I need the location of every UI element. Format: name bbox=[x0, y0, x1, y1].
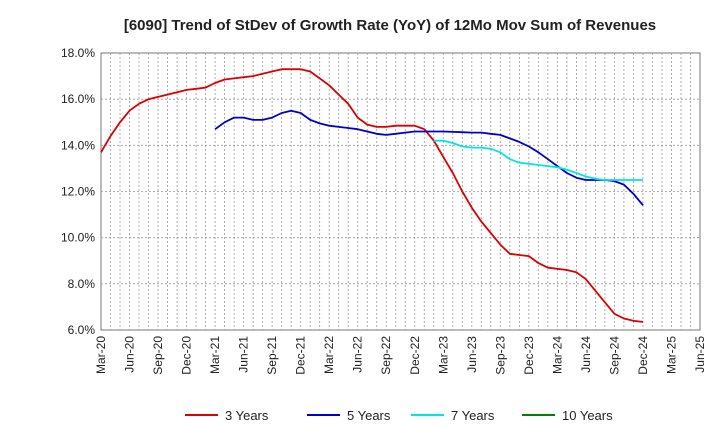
legend: 3 Years 5 Years 7 Years 10 Years bbox=[185, 408, 613, 423]
y-axis-ticks: 6.0% 8.0% 10.0% 12.0% 14.0% 16.0% 18.0% bbox=[61, 46, 95, 337]
legend-label: 5 Years bbox=[347, 408, 391, 423]
x-tick-label: Jun-24 bbox=[579, 336, 593, 373]
y-tick-label: 6.0% bbox=[68, 323, 96, 337]
x-tick-label: Mar-25 bbox=[664, 336, 678, 374]
plot-area bbox=[100, 52, 701, 331]
y-tick-label: 16.0% bbox=[61, 92, 95, 106]
x-tick-label: Dec-22 bbox=[408, 336, 422, 375]
x-tick-label: Mar-20 bbox=[94, 336, 108, 374]
x-tick-label: Mar-24 bbox=[550, 336, 564, 374]
x-tick-label: Jun-20 bbox=[123, 336, 137, 373]
x-tick-label: Dec-20 bbox=[180, 336, 194, 375]
legend-label: 10 Years bbox=[562, 408, 613, 423]
x-tick-label: Mar-21 bbox=[208, 336, 222, 374]
x-tick-label: Sep-21 bbox=[265, 336, 279, 375]
x-tick-label: Sep-24 bbox=[607, 336, 621, 375]
series-line-5-years bbox=[214, 109, 644, 206]
x-tick-label: Dec-23 bbox=[522, 336, 536, 375]
legend-label: 7 Years bbox=[451, 408, 495, 423]
chart-title: [6090] Trend of StDev of Growth Rate (Yo… bbox=[124, 17, 656, 34]
x-tick-label: Mar-22 bbox=[322, 336, 336, 374]
y-tick-label: 14.0% bbox=[61, 138, 95, 152]
y-tick-label: 10.0% bbox=[61, 231, 95, 245]
y-tick-label: 12.0% bbox=[61, 185, 95, 199]
series-line-7-years bbox=[433, 139, 643, 181]
x-tick-label: Dec-21 bbox=[294, 336, 308, 375]
x-tick-label: Jun-22 bbox=[351, 336, 365, 373]
y-tick-label: 18.0% bbox=[61, 46, 95, 60]
x-tick-label: Mar-23 bbox=[436, 336, 450, 374]
x-tick-label: Jun-25 bbox=[693, 336, 707, 373]
x-axis-ticks: Mar-20 Jun-20 Sep-20 Dec-20 Mar-21 Jun-21 Sep-… bbox=[94, 336, 707, 375]
x-tick-label: Sep-20 bbox=[151, 336, 165, 375]
x-tick-label: Sep-22 bbox=[379, 336, 393, 375]
y-tick-label: 8.0% bbox=[68, 277, 96, 291]
series-lines bbox=[100, 68, 644, 323]
x-tick-label: Jun-21 bbox=[237, 336, 251, 373]
x-tick-label: Dec-24 bbox=[636, 336, 650, 375]
series-line-3-years bbox=[100, 68, 644, 323]
legend-label: 3 Years bbox=[225, 408, 269, 423]
x-tick-label: Sep-23 bbox=[493, 336, 507, 375]
x-tick-label: Jun-23 bbox=[465, 336, 479, 373]
